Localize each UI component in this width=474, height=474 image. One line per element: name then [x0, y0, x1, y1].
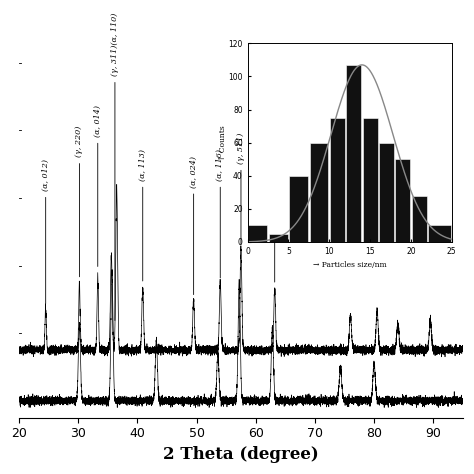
- Text: (α,γ, 440): (α,γ, 440): [271, 152, 279, 191]
- Text: (γ, 220): (γ, 220): [75, 126, 83, 157]
- Text: (α, 113): (α, 113): [139, 149, 147, 181]
- Text: (α, 012): (α, 012): [42, 159, 50, 191]
- X-axis label: 2 Theta (degree): 2 Theta (degree): [163, 446, 319, 463]
- Text: (γ, 511): (γ, 511): [237, 133, 245, 164]
- Text: (α, 024): (α, 024): [190, 156, 198, 188]
- Text: (α, 116): (α, 116): [216, 149, 224, 181]
- Text: (α, 014): (α, 014): [94, 105, 102, 137]
- Text: (γ, 311)(α, 110): (γ, 311)(α, 110): [111, 13, 119, 76]
